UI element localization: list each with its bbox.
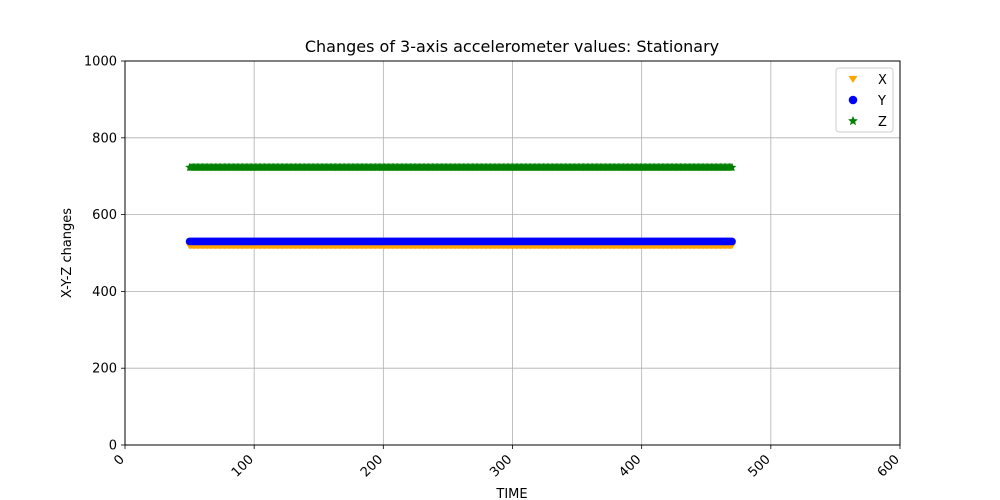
series-y [185,237,736,246]
x-axis-label: TIME [495,487,527,500]
legend: XYZ [835,67,894,133]
legend-label-y: Y [877,94,886,109]
data-point [728,237,736,246]
y-tick-label: 600 [92,208,117,223]
y-tick-label: 1000 [84,55,117,70]
y-tick-label: 0 [109,439,117,454]
legend-label-x: X [878,73,887,88]
data-points [185,162,737,250]
legend-marker-x [848,75,858,84]
y-tick-label: 200 [92,362,117,377]
y-tick-label: 800 [92,131,117,146]
legend-marker-y [848,95,858,105]
legend-marker-z [848,115,858,126]
y-axis-label: X-Y-Z changes [60,208,75,298]
chart-title: Changes of 3-axis accelerometer values: … [305,37,719,56]
y-tick-label: 400 [92,285,117,300]
legend-box [835,67,894,133]
series-z [185,162,737,172]
data-point [727,162,737,172]
legend-label-z: Z [878,115,887,130]
